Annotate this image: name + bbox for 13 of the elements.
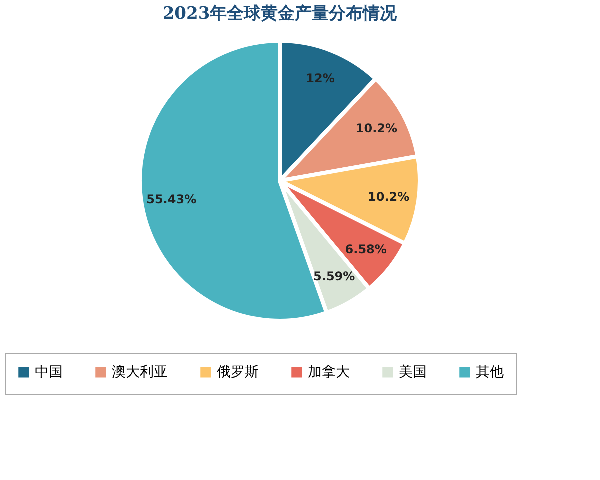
legend-label: 加拿大	[308, 364, 350, 380]
legend-label: 澳大利亚	[112, 364, 168, 380]
data-label: 5.59%	[314, 270, 356, 284]
data-label: 10.2%	[368, 190, 410, 204]
chart-title: 2023年全球黄金产量分布情况	[162, 4, 398, 24]
data-label: 6.58%	[345, 242, 387, 256]
data-label: 55.43%	[146, 192, 197, 207]
legend-label: 俄罗斯	[217, 364, 259, 380]
legend-label: 其他	[476, 364, 504, 380]
legend-label: 美国	[399, 364, 427, 380]
legend-label: 中国	[35, 364, 63, 380]
data-label: 10.2%	[356, 122, 398, 136]
data-label: 12%	[306, 72, 335, 86]
